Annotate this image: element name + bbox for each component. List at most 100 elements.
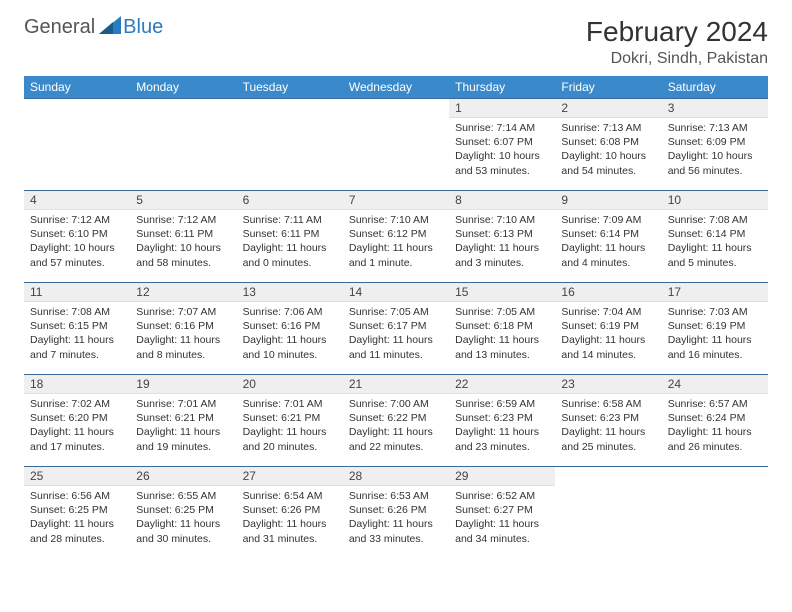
daylight-line: Daylight: 11 hours and 8 minutes. xyxy=(136,333,230,361)
calendar-day-cell: 10Sunrise: 7:08 AMSunset: 6:14 PMDayligh… xyxy=(662,191,768,283)
daylight-line: Daylight: 11 hours and 0 minutes. xyxy=(243,241,337,269)
daylight-line: Daylight: 11 hours and 33 minutes. xyxy=(349,517,443,545)
sunrise-line: Sunrise: 7:13 AM xyxy=(668,121,762,135)
sunrise-line: Sunrise: 7:00 AM xyxy=(349,397,443,411)
calendar-day-cell: 9Sunrise: 7:09 AMSunset: 6:14 PMDaylight… xyxy=(555,191,661,283)
sunset-line: Sunset: 6:07 PM xyxy=(455,135,549,149)
day-details: Sunrise: 6:55 AMSunset: 6:25 PMDaylight:… xyxy=(130,486,236,549)
day-details: Sunrise: 7:12 AMSunset: 6:10 PMDaylight:… xyxy=(24,210,130,273)
weekday-header: Sunday xyxy=(24,76,130,99)
sunrise-line: Sunrise: 7:08 AM xyxy=(668,213,762,227)
calendar-week-row: 25Sunrise: 6:56 AMSunset: 6:25 PMDayligh… xyxy=(24,467,768,559)
calendar-day-cell: 15Sunrise: 7:05 AMSunset: 6:18 PMDayligh… xyxy=(449,283,555,375)
calendar-day-cell: 2Sunrise: 7:13 AMSunset: 6:08 PMDaylight… xyxy=(555,99,661,191)
daylight-line: Daylight: 11 hours and 7 minutes. xyxy=(30,333,124,361)
sunrise-line: Sunrise: 7:05 AM xyxy=(455,305,549,319)
sunrise-line: Sunrise: 7:10 AM xyxy=(455,213,549,227)
sunrise-line: Sunrise: 7:03 AM xyxy=(668,305,762,319)
sunset-line: Sunset: 6:11 PM xyxy=(136,227,230,241)
sunrise-line: Sunrise: 7:12 AM xyxy=(136,213,230,227)
sunset-line: Sunset: 6:08 PM xyxy=(561,135,655,149)
sunrise-line: Sunrise: 7:13 AM xyxy=(561,121,655,135)
calendar-day-cell: 6Sunrise: 7:11 AMSunset: 6:11 PMDaylight… xyxy=(237,191,343,283)
sunset-line: Sunset: 6:23 PM xyxy=(561,411,655,425)
day-details: Sunrise: 7:10 AMSunset: 6:12 PMDaylight:… xyxy=(343,210,449,273)
sunset-line: Sunset: 6:16 PM xyxy=(136,319,230,333)
day-number: 16 xyxy=(555,283,661,302)
day-number: 24 xyxy=(662,375,768,394)
day-details: Sunrise: 7:05 AMSunset: 6:18 PMDaylight:… xyxy=(449,302,555,365)
sunset-line: Sunset: 6:09 PM xyxy=(668,135,762,149)
calendar-day-cell: 28Sunrise: 6:53 AMSunset: 6:26 PMDayligh… xyxy=(343,467,449,559)
calendar-day-cell: 21Sunrise: 7:00 AMSunset: 6:22 PMDayligh… xyxy=(343,375,449,467)
sunset-line: Sunset: 6:25 PM xyxy=(136,503,230,517)
weekday-header: Thursday xyxy=(449,76,555,99)
sunset-line: Sunset: 6:10 PM xyxy=(30,227,124,241)
day-number: 5 xyxy=(130,191,236,210)
sunset-line: Sunset: 6:14 PM xyxy=(668,227,762,241)
calendar-day-cell: 17Sunrise: 7:03 AMSunset: 6:19 PMDayligh… xyxy=(662,283,768,375)
day-number: 17 xyxy=(662,283,768,302)
calendar-day-cell: 1Sunrise: 7:14 AMSunset: 6:07 PMDaylight… xyxy=(449,99,555,191)
day-number: 14 xyxy=(343,283,449,302)
page-title: February 2024 xyxy=(586,16,768,48)
day-number: 18 xyxy=(24,375,130,394)
calendar-day-cell: 23Sunrise: 6:58 AMSunset: 6:23 PMDayligh… xyxy=(555,375,661,467)
calendar-week-row: 11Sunrise: 7:08 AMSunset: 6:15 PMDayligh… xyxy=(24,283,768,375)
calendar-empty-cell xyxy=(343,99,449,191)
sunset-line: Sunset: 6:16 PM xyxy=(243,319,337,333)
sunset-line: Sunset: 6:20 PM xyxy=(30,411,124,425)
brand-sail-icon xyxy=(99,16,121,39)
sunrise-line: Sunrise: 7:05 AM xyxy=(349,305,443,319)
calendar-week-row: 1Sunrise: 7:14 AMSunset: 6:07 PMDaylight… xyxy=(24,99,768,191)
daylight-line: Daylight: 11 hours and 5 minutes. xyxy=(668,241,762,269)
calendar-day-cell: 19Sunrise: 7:01 AMSunset: 6:21 PMDayligh… xyxy=(130,375,236,467)
sunset-line: Sunset: 6:13 PM xyxy=(455,227,549,241)
calendar-week-row: 18Sunrise: 7:02 AMSunset: 6:20 PMDayligh… xyxy=(24,375,768,467)
calendar-empty-cell xyxy=(237,99,343,191)
daylight-line: Daylight: 11 hours and 1 minute. xyxy=(349,241,443,269)
day-number: 1 xyxy=(449,99,555,118)
calendar-day-cell: 29Sunrise: 6:52 AMSunset: 6:27 PMDayligh… xyxy=(449,467,555,559)
calendar-day-cell: 8Sunrise: 7:10 AMSunset: 6:13 PMDaylight… xyxy=(449,191,555,283)
calendar-day-cell: 5Sunrise: 7:12 AMSunset: 6:11 PMDaylight… xyxy=(130,191,236,283)
location-label: Dokri, Sindh, Pakistan xyxy=(586,50,768,68)
calendar-header-row: SundayMondayTuesdayWednesdayThursdayFrid… xyxy=(24,76,768,99)
day-number: 27 xyxy=(237,467,343,486)
day-details: Sunrise: 7:02 AMSunset: 6:20 PMDaylight:… xyxy=(24,394,130,457)
brand-text-1: General xyxy=(24,16,95,39)
sunrise-line: Sunrise: 7:08 AM xyxy=(30,305,124,319)
day-details: Sunrise: 7:08 AMSunset: 6:14 PMDaylight:… xyxy=(662,210,768,273)
weekday-header: Friday xyxy=(555,76,661,99)
sunrise-line: Sunrise: 6:55 AM xyxy=(136,489,230,503)
day-details: Sunrise: 7:00 AMSunset: 6:22 PMDaylight:… xyxy=(343,394,449,457)
daylight-line: Daylight: 11 hours and 31 minutes. xyxy=(243,517,337,545)
sunset-line: Sunset: 6:26 PM xyxy=(349,503,443,517)
day-details: Sunrise: 7:01 AMSunset: 6:21 PMDaylight:… xyxy=(130,394,236,457)
day-details: Sunrise: 7:12 AMSunset: 6:11 PMDaylight:… xyxy=(130,210,236,273)
day-number: 2 xyxy=(555,99,661,118)
day-details: Sunrise: 6:58 AMSunset: 6:23 PMDaylight:… xyxy=(555,394,661,457)
calendar-empty-cell xyxy=(555,467,661,559)
sunset-line: Sunset: 6:22 PM xyxy=(349,411,443,425)
calendar-day-cell: 22Sunrise: 6:59 AMSunset: 6:23 PMDayligh… xyxy=(449,375,555,467)
day-details: Sunrise: 7:03 AMSunset: 6:19 PMDaylight:… xyxy=(662,302,768,365)
sunset-line: Sunset: 6:14 PM xyxy=(561,227,655,241)
sunset-line: Sunset: 6:18 PM xyxy=(455,319,549,333)
day-details: Sunrise: 6:59 AMSunset: 6:23 PMDaylight:… xyxy=(449,394,555,457)
day-details: Sunrise: 7:13 AMSunset: 6:08 PMDaylight:… xyxy=(555,118,661,181)
day-details: Sunrise: 7:04 AMSunset: 6:19 PMDaylight:… xyxy=(555,302,661,365)
sunset-line: Sunset: 6:17 PM xyxy=(349,319,443,333)
day-number: 10 xyxy=(662,191,768,210)
calendar-day-cell: 4Sunrise: 7:12 AMSunset: 6:10 PMDaylight… xyxy=(24,191,130,283)
sunrise-line: Sunrise: 7:02 AM xyxy=(30,397,124,411)
daylight-line: Daylight: 10 hours and 56 minutes. xyxy=(668,149,762,177)
day-number: 12 xyxy=(130,283,236,302)
calendar-day-cell: 3Sunrise: 7:13 AMSunset: 6:09 PMDaylight… xyxy=(662,99,768,191)
sunset-line: Sunset: 6:21 PM xyxy=(243,411,337,425)
daylight-line: Daylight: 10 hours and 57 minutes. xyxy=(30,241,124,269)
sunset-line: Sunset: 6:19 PM xyxy=(561,319,655,333)
day-details: Sunrise: 7:08 AMSunset: 6:15 PMDaylight:… xyxy=(24,302,130,365)
daylight-line: Daylight: 11 hours and 13 minutes. xyxy=(455,333,549,361)
day-details: Sunrise: 7:06 AMSunset: 6:16 PMDaylight:… xyxy=(237,302,343,365)
